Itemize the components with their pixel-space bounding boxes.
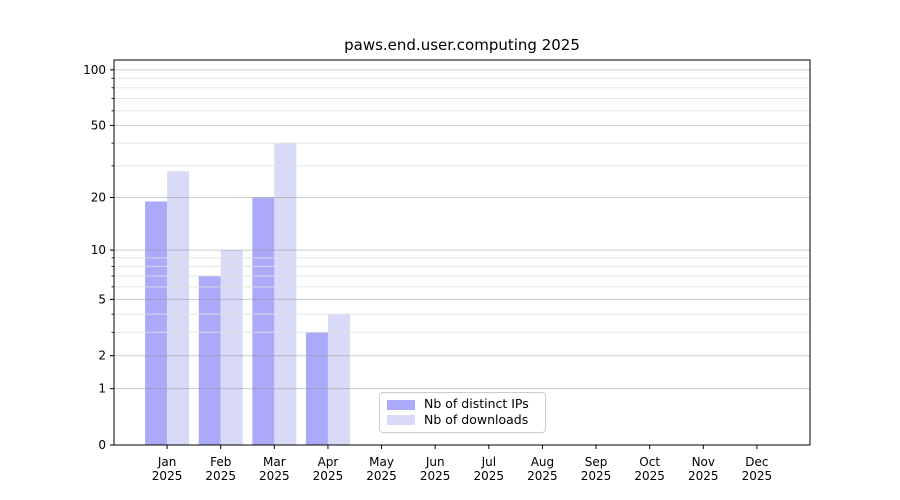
legend-swatch-downloads bbox=[387, 415, 415, 426]
x-tick-label-month: Sep bbox=[585, 455, 608, 469]
x-tick-label-month: Jul bbox=[481, 455, 496, 469]
bar-downloads-mar bbox=[274, 143, 297, 445]
x-tick-label-year: 2025 bbox=[420, 469, 451, 483]
x-tick-label-month: Mar bbox=[263, 455, 286, 469]
x-tick-label-month: May bbox=[369, 455, 394, 469]
y-tick-label: 5 bbox=[98, 292, 106, 306]
x-tick-label-month: Apr bbox=[318, 455, 339, 469]
x-tick-label-year: 2025 bbox=[259, 469, 290, 483]
x-tick-label-year: 2025 bbox=[205, 469, 236, 483]
x-tick-label-year: 2025 bbox=[474, 469, 505, 483]
x-tick-label-year: 2025 bbox=[634, 469, 665, 483]
bar-downloads-feb bbox=[220, 250, 243, 445]
legend-label-distinct-ips: Nb of distinct IPs bbox=[424, 396, 529, 412]
x-tick-label-year: 2025 bbox=[688, 469, 719, 483]
y-tick-label: 10 bbox=[91, 243, 106, 257]
y-tick-label: 2 bbox=[98, 349, 106, 363]
bar-distinct-ips-jan bbox=[145, 201, 168, 445]
bar-distinct-ips-mar bbox=[252, 197, 275, 445]
x-tick-label-year: 2025 bbox=[581, 469, 612, 483]
legend-item-distinct-ips: Nb of distinct IPs bbox=[387, 398, 541, 411]
x-tick-label-month: Jun bbox=[425, 455, 445, 469]
y-tick-label: 0 bbox=[98, 438, 106, 452]
x-tick-label-month: Nov bbox=[692, 455, 715, 469]
bar-downloads-apr bbox=[327, 314, 350, 445]
legend-label-downloads: Nb of downloads bbox=[424, 412, 529, 428]
x-tick-label-month: Jan bbox=[157, 455, 177, 469]
bar-downloads-jan bbox=[167, 171, 190, 445]
legend-item-downloads: Nb of downloads bbox=[387, 414, 541, 427]
bar-distinct-ips-feb bbox=[198, 275, 221, 445]
y-tick-label: 100 bbox=[83, 63, 106, 77]
x-tick-label-year: 2025 bbox=[527, 469, 558, 483]
y-tick-label: 1 bbox=[98, 382, 106, 396]
plot-frame bbox=[113, 59, 811, 446]
bar-distinct-ips-apr bbox=[305, 332, 328, 445]
x-tick-label-year: 2025 bbox=[742, 469, 773, 483]
y-tick-label: 50 bbox=[91, 118, 106, 132]
legend: Nb of distinct IPs Nb of downloads bbox=[379, 392, 546, 433]
x-tick-label-month: Feb bbox=[210, 455, 231, 469]
y-tick-label: 20 bbox=[91, 191, 106, 205]
x-tick-label-year: 2025 bbox=[152, 469, 183, 483]
x-tick-label-year: 2025 bbox=[313, 469, 344, 483]
x-tick-label-month: Oct bbox=[639, 455, 660, 469]
x-tick-label-year: 2025 bbox=[366, 469, 397, 483]
x-tick-label-month: Dec bbox=[745, 455, 768, 469]
legend-swatch-distinct-ips bbox=[387, 399, 415, 410]
chart-title: paws.end.user.computing 2025 bbox=[344, 36, 580, 54]
x-tick-label-month: Aug bbox=[531, 455, 554, 469]
